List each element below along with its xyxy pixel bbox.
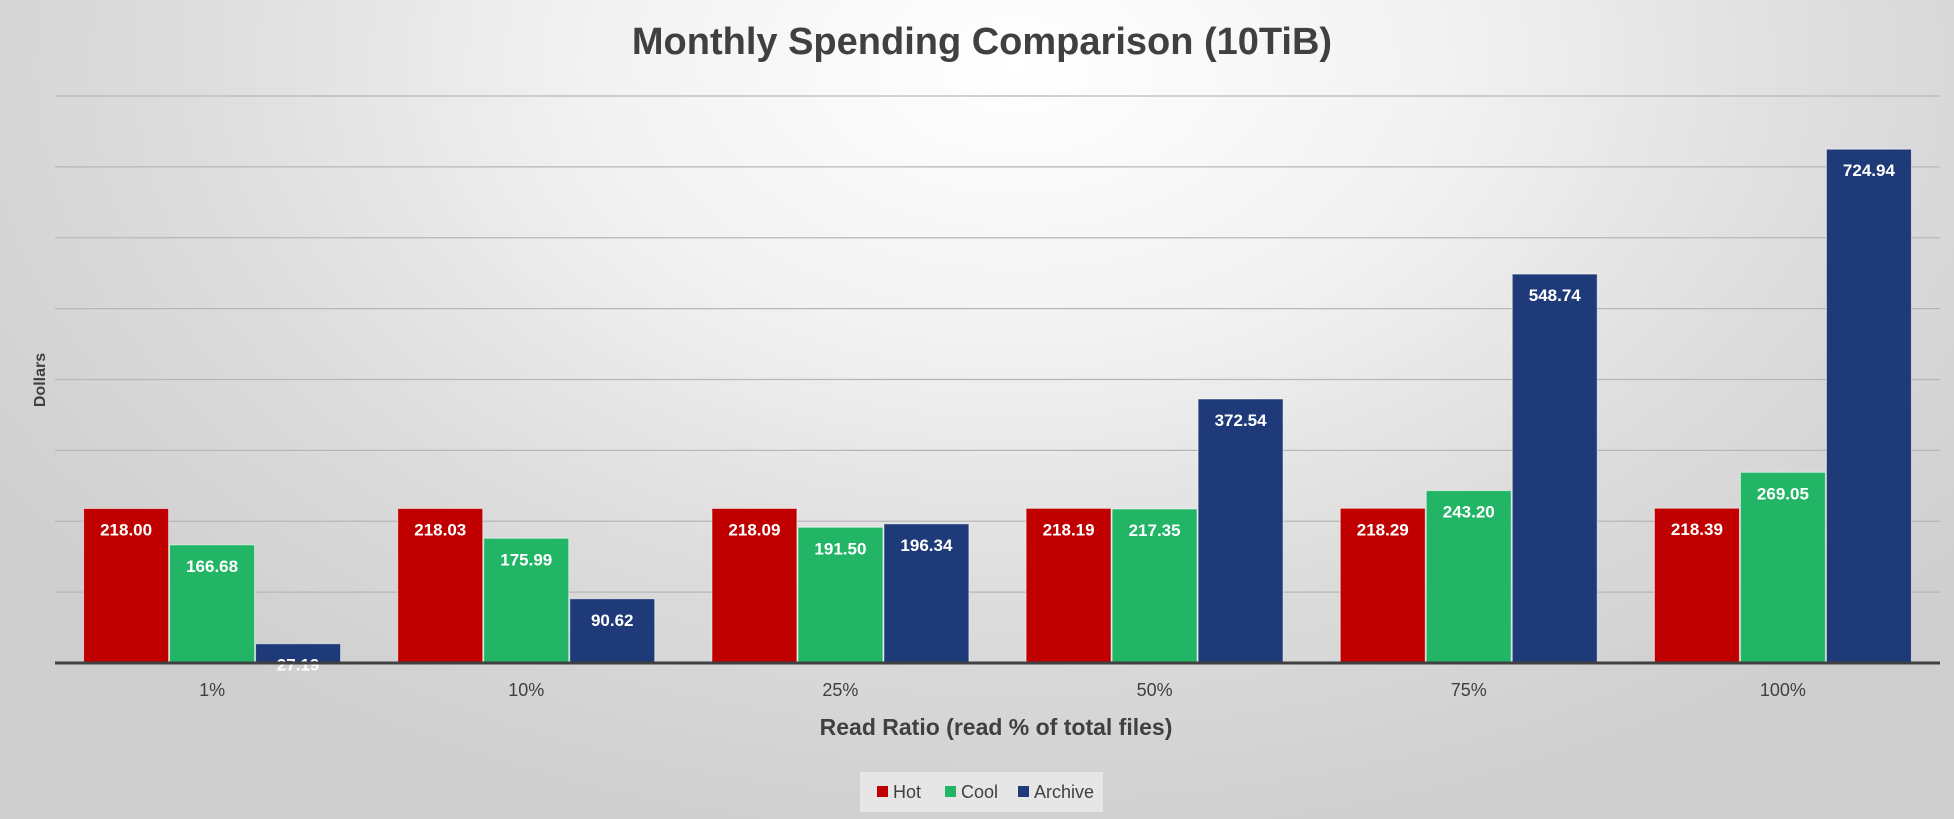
data-label: 218.09 (728, 520, 780, 539)
x-tick-label: 25% (822, 680, 858, 700)
bar-hot-2 (397, 507, 484, 664)
data-label: 218.03 (414, 520, 466, 539)
legend: Hot Cool Archive (860, 772, 1103, 812)
bar-cool-3 (797, 526, 884, 664)
data-label: 218.39 (1671, 520, 1723, 539)
bar-archive-3 (883, 523, 970, 664)
data-label: 218.00 (100, 520, 152, 539)
bars-group: 218.00 166.68 27.19 218.03 175.99 90.62 218.09… (83, 148, 1912, 675)
data-label: 191.50 (814, 539, 866, 558)
gridlines (55, 95, 1940, 593)
x-tick-label: 100% (1760, 680, 1806, 700)
data-label: 166.68 (186, 557, 238, 576)
x-tick-label: 1% (199, 680, 225, 700)
x-tick-label: 50% (1137, 680, 1173, 700)
bar-archive-2 (569, 598, 656, 664)
x-tick-label: 75% (1451, 680, 1487, 700)
bar-hot-6 (1653, 507, 1740, 664)
bar-cool-2 (483, 537, 570, 664)
legend-label-hot: Hot (893, 782, 921, 802)
chart-title: Monthly Spending Comparison (10TiB) (632, 21, 1332, 63)
bar-hot-4 (1025, 507, 1112, 664)
data-label: 548.74 (1529, 286, 1582, 305)
bar-archive-6 (1825, 148, 1912, 664)
bar-cool-6 (1739, 471, 1826, 664)
legend-label-cool: Cool (961, 782, 998, 802)
y-axis-label: Dollars (32, 353, 49, 407)
data-label: 27.19 (277, 656, 320, 675)
bar-cool-4 (1111, 508, 1198, 664)
legend-box (860, 772, 1103, 812)
bar-hot-1 (83, 507, 170, 664)
bar-cool-1 (169, 544, 256, 664)
data-label: 218.29 (1357, 520, 1409, 539)
bar-archive-4 (1197, 398, 1284, 664)
x-tick-label: 10% (508, 680, 544, 700)
bar-hot-3 (711, 507, 798, 664)
x-tick-labels: 1% 10% 25% 50% 75% 100% (199, 680, 1806, 700)
x-axis-label: Read Ratio (read % of total files) (820, 714, 1173, 740)
data-label: 372.54 (1215, 411, 1268, 430)
data-label: 196.34 (900, 536, 953, 555)
data-label: 175.99 (500, 550, 552, 569)
legend-swatch-hot (877, 786, 888, 797)
data-label: 218.19 (1043, 520, 1095, 539)
data-label: 243.20 (1443, 503, 1495, 522)
bar-hot-5 (1339, 507, 1426, 664)
legend-swatch-archive (1018, 786, 1029, 797)
data-label: 269.05 (1757, 484, 1809, 503)
data-label: 217.35 (1129, 521, 1181, 540)
bar-archive-5 (1511, 273, 1598, 664)
legend-label-archive: Archive (1034, 782, 1094, 802)
legend-swatch-cool (945, 786, 956, 797)
bar-cool-5 (1425, 490, 1512, 664)
data-label: 90.62 (591, 611, 634, 630)
data-label: 724.94 (1843, 161, 1896, 180)
